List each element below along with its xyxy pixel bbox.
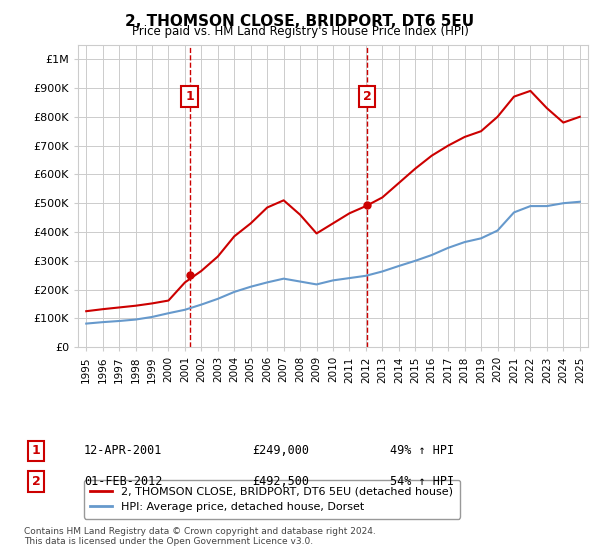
Text: 1: 1 [185,90,194,103]
Text: Contains HM Land Registry data © Crown copyright and database right 2024.
This d: Contains HM Land Registry data © Crown c… [24,526,376,546]
Text: 2: 2 [32,475,40,488]
Legend: 2, THOMSON CLOSE, BRIDPORT, DT6 5EU (detached house), HPI: Average price, detach: 2, THOMSON CLOSE, BRIDPORT, DT6 5EU (det… [83,480,460,519]
Text: 1: 1 [32,444,40,458]
Text: Price paid vs. HM Land Registry's House Price Index (HPI): Price paid vs. HM Land Registry's House … [131,25,469,38]
Text: 49% ↑ HPI: 49% ↑ HPI [390,444,454,458]
Text: £249,000: £249,000 [252,444,309,458]
Text: 2: 2 [363,90,371,103]
Text: 12-APR-2001: 12-APR-2001 [84,444,163,458]
Text: 54% ↑ HPI: 54% ↑ HPI [390,475,454,488]
Text: £492,500: £492,500 [252,475,309,488]
Text: 01-FEB-2012: 01-FEB-2012 [84,475,163,488]
Text: 2, THOMSON CLOSE, BRIDPORT, DT6 5EU: 2, THOMSON CLOSE, BRIDPORT, DT6 5EU [125,14,475,29]
